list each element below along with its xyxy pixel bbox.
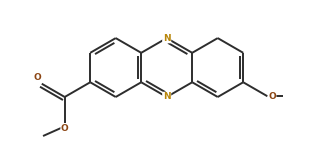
Text: O: O — [61, 124, 69, 133]
Text: N: N — [163, 92, 170, 101]
Text: O: O — [33, 73, 41, 82]
Text: O: O — [268, 92, 276, 101]
Text: N: N — [163, 34, 170, 43]
